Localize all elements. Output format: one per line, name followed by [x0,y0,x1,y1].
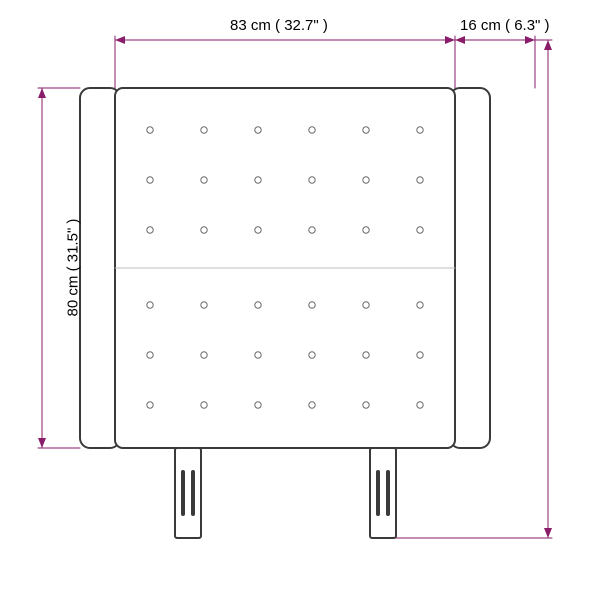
dim-top-width-in: ( 32.7" ) [275,17,328,34]
dim-left-height-in: ( 31.5" ) [64,219,81,272]
dim-top-depth-label: 16 cm ( 6.3" ) [460,18,550,33]
dim-top-width-cm: 83 cm [230,17,271,34]
diagram-stage: 83 cm ( 32.7" ) 16 cm ( 6.3" ) 80 cm ( 3… [0,0,600,600]
dim-top-width-label: 83 cm ( 32.7" ) [230,18,328,33]
dim-left-height-label: 80 cm ( 31.5" ) [65,219,80,317]
dim-top-depth-in: ( 6.3" ) [505,17,550,34]
dim-top-depth-cm: 16 cm [460,17,501,34]
diagram-svg [0,0,600,600]
dim-left-height-cm: 80 cm [64,276,81,317]
